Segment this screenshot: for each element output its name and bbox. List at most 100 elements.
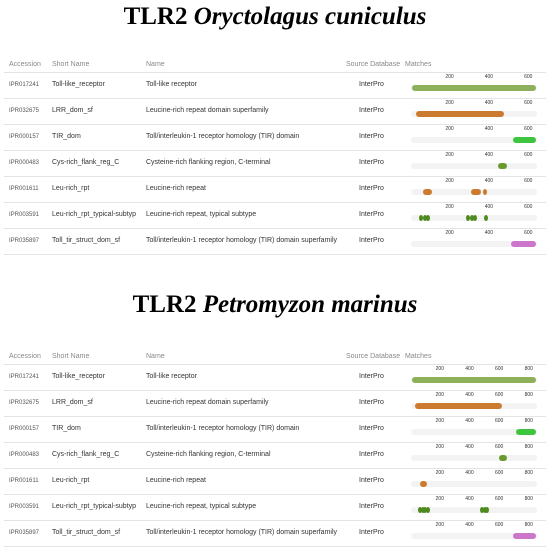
- match-dot[interactable]: [426, 215, 431, 221]
- short-name-link[interactable]: Leu-rich_rpt: [52, 185, 90, 192]
- table-row[interactable]: IPR032675 LRR_dom_sf Leucine-rich repeat d…: [4, 390, 546, 416]
- table-header: Accession Short Name Name Source Databas…: [0, 348, 550, 366]
- table-row[interactable]: IPR001611 Leu-rich_rpt Leucine-rich repeat…: [4, 468, 546, 494]
- match-segment[interactable]: [411, 377, 537, 383]
- table-row[interactable]: IPR001611 Leu-rich_rpt Leucine-rich repeat…: [4, 176, 546, 202]
- entry-name: Toll-like receptor: [146, 81, 197, 88]
- match-segment[interactable]: [516, 429, 537, 435]
- match-dot[interactable]: [419, 215, 424, 221]
- header-short-name[interactable]: Short Name: [52, 61, 90, 68]
- tick-label: 200: [435, 496, 444, 502]
- match-dot[interactable]: [482, 189, 487, 195]
- tick-label: 400: [465, 444, 474, 450]
- accession-link[interactable]: IPR000483: [9, 452, 40, 458]
- source-database: InterPro: [359, 237, 384, 244]
- header-name[interactable]: Name: [146, 353, 165, 360]
- accession-link[interactable]: IPR003591: [9, 212, 40, 218]
- match-track: [411, 241, 537, 247]
- tick-label: 200: [435, 444, 444, 450]
- match-segment[interactable]: [415, 111, 504, 117]
- match-dot[interactable]: [425, 507, 430, 513]
- short-name-link[interactable]: Cys-rich_flank_reg_C: [52, 451, 120, 458]
- accession-link[interactable]: IPR001611: [9, 478, 39, 484]
- accession-link[interactable]: IPR032675: [9, 108, 40, 114]
- short-name-link[interactable]: LRR_dom_sf: [52, 399, 93, 406]
- table-row[interactable]: IPR032675 LRR_dom_sf Leucine-rich repeat d…: [4, 98, 546, 124]
- match-dot[interactable]: [482, 507, 487, 513]
- short-name-link[interactable]: Cys-rich_flank_reg_C: [52, 159, 120, 166]
- short-name-link[interactable]: Toll_tir_struct_dom_sf: [52, 529, 121, 536]
- table-row[interactable]: IPR035897 Toll_tir_struct_dom_sf Toll/inte…: [4, 520, 546, 547]
- match-axis-ticks: 200 400 600: [411, 230, 541, 238]
- tick-label: 600: [524, 178, 533, 184]
- accession-link[interactable]: IPR000157: [9, 426, 40, 432]
- header-name[interactable]: Name: [146, 61, 165, 68]
- match-segment[interactable]: [414, 403, 503, 409]
- match-axis-ticks: 200 400 600: [411, 152, 541, 160]
- accession-link[interactable]: IPR017241: [9, 82, 40, 88]
- short-name-link[interactable]: Toll-like_receptor: [52, 373, 105, 380]
- table-row[interactable]: IPR017241 Toll-like_receptor Toll-like rec…: [4, 364, 546, 390]
- match-dot[interactable]: [423, 507, 428, 513]
- header-source-database[interactable]: Source Database: [346, 353, 401, 360]
- accession-link[interactable]: IPR035897: [9, 238, 40, 244]
- source-database: InterPro: [359, 503, 384, 510]
- short-name-link[interactable]: TIR_dom: [52, 425, 81, 432]
- match-dot[interactable]: [422, 215, 427, 221]
- match-dot[interactable]: [473, 215, 478, 221]
- match-dot[interactable]: [417, 507, 422, 513]
- header-short-name[interactable]: Short Name: [52, 353, 90, 360]
- match-dot[interactable]: [483, 215, 488, 221]
- match-segment[interactable]: [499, 455, 508, 461]
- short-name-link[interactable]: TIR_dom: [52, 133, 81, 140]
- short-name-link[interactable]: Toll-like_receptor: [52, 81, 105, 88]
- entry-name: Cysteine-rich flanking region, C-termina…: [146, 159, 271, 166]
- accession-link[interactable]: IPR000483: [9, 160, 40, 166]
- accession-link[interactable]: IPR003591: [9, 504, 40, 510]
- header-source-database[interactable]: Source Database: [346, 61, 401, 68]
- tick-label: 400: [484, 204, 494, 210]
- match-segment[interactable]: [411, 85, 537, 91]
- tick-label: 800: [524, 470, 533, 476]
- match-segment[interactable]: [497, 163, 508, 169]
- short-name-link[interactable]: Leu-rich_rpt_typical-subtyp: [52, 503, 137, 510]
- source-database: InterPro: [359, 477, 384, 484]
- accession-link[interactable]: IPR032675: [9, 400, 40, 406]
- match-dot[interactable]: [485, 507, 490, 513]
- table-row[interactable]: IPR035897 Toll_tir_struct_dom_sf Toll/inte…: [4, 228, 546, 255]
- short-name-link[interactable]: LRR_dom_sf: [52, 107, 93, 114]
- accession-link[interactable]: IPR017241: [9, 374, 40, 380]
- table-row[interactable]: IPR017241 Toll-like_receptor Toll-like rec…: [4, 72, 546, 98]
- match-segment[interactable]: [419, 481, 427, 487]
- short-name-link[interactable]: Leu-rich_rpt: [52, 477, 90, 484]
- match-axis-ticks: 200 400 600 800: [411, 366, 541, 374]
- match-dot[interactable]: [480, 507, 485, 513]
- match-dot[interactable]: [466, 215, 471, 221]
- table-row[interactable]: IPR000483 Cys-rich_flank_reg_C Cysteine-ri…: [4, 150, 546, 176]
- table-row[interactable]: IPR000157 TIR_dom Toll/interleukin-1 recep…: [4, 416, 546, 442]
- header-matches: Matches: [405, 353, 432, 360]
- match-dot[interactable]: [469, 215, 474, 221]
- match-axis-ticks: 200 400 600 800: [411, 522, 541, 530]
- accession-link[interactable]: IPR035897: [9, 530, 40, 536]
- header-accession[interactable]: Accession: [9, 61, 41, 68]
- header-accession[interactable]: Accession: [9, 353, 41, 360]
- table-row[interactable]: IPR000157 TIR_dom Toll/interleukin-1 recep…: [4, 124, 546, 150]
- match-segment[interactable]: [422, 189, 432, 195]
- match-track: [411, 111, 537, 117]
- table-row[interactable]: IPR000483 Cys-rich_flank_reg_C Cysteine-ri…: [4, 442, 546, 468]
- match-segment[interactable]: [511, 241, 537, 247]
- table-row[interactable]: IPR003591 Leu-rich_rpt_typical-subtyp Leuc…: [4, 202, 546, 228]
- gene-name: TLR2: [123, 3, 188, 30]
- match-dot[interactable]: [420, 507, 425, 513]
- accession-link[interactable]: IPR001611: [9, 186, 39, 192]
- short-name-link[interactable]: Toll_tir_struct_dom_sf: [52, 237, 121, 244]
- entry-name: Toll-like receptor: [146, 373, 197, 380]
- match-segment[interactable]: [471, 189, 481, 195]
- match-axis-ticks: 200 400 600: [411, 74, 541, 82]
- accession-link[interactable]: IPR000157: [9, 134, 40, 140]
- match-segment[interactable]: [513, 137, 537, 143]
- match-segment[interactable]: [513, 533, 537, 539]
- table-row[interactable]: IPR003591 Leu-rich_rpt_typical-subtyp Leuc…: [4, 494, 546, 520]
- short-name-link[interactable]: Leu-rich_rpt_typical-subtyp: [52, 211, 137, 218]
